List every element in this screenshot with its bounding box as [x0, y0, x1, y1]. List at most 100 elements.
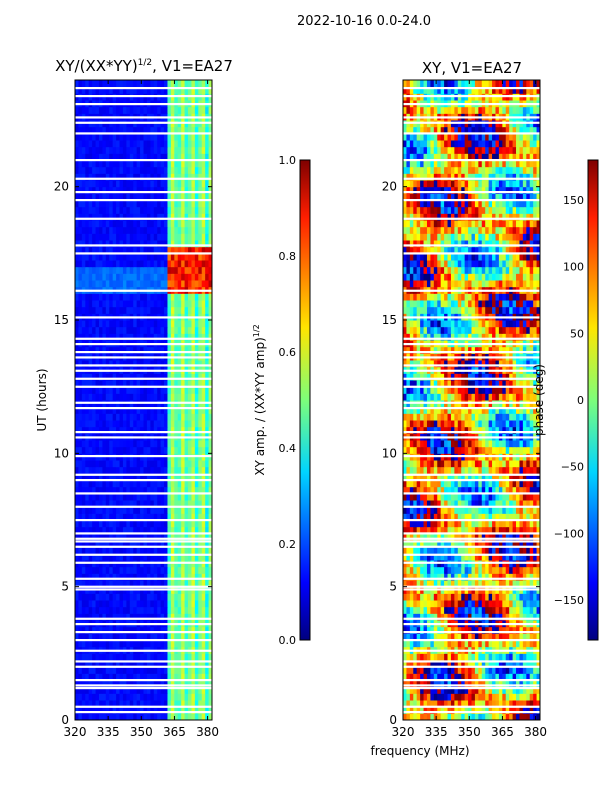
- amp-cell: [129, 626, 134, 634]
- amp-cell: [112, 606, 117, 614]
- amp-cell: [112, 166, 117, 174]
- amp-cell: [122, 220, 127, 228]
- amp-cell: [88, 533, 93, 541]
- amp-cell: [174, 86, 179, 94]
- phase-cell: [533, 686, 538, 694]
- amp-cell: [109, 153, 114, 161]
- amp-cell: [92, 713, 97, 721]
- amp-cell: [205, 506, 210, 514]
- amp-cell: [205, 546, 210, 554]
- amp-cell: [153, 686, 158, 694]
- phase-cell: [409, 660, 414, 668]
- amp-cell: [174, 233, 179, 241]
- amp-cell: [136, 193, 141, 201]
- data-gap: [75, 316, 212, 319]
- phase-cell: [495, 580, 500, 588]
- phase-cell: [406, 653, 411, 661]
- amp-cell: [88, 246, 93, 254]
- amp-cell: [170, 166, 175, 174]
- amp-cell: [153, 166, 158, 174]
- amp-cell: [129, 206, 134, 214]
- amp-cell: [167, 520, 172, 528]
- amp-cell: [181, 206, 186, 214]
- amp-cell: [75, 306, 79, 314]
- amp-cell: [116, 300, 121, 308]
- amp-cell: [105, 613, 110, 621]
- phase-cell: [498, 713, 503, 721]
- amp-cell: [140, 580, 144, 588]
- amp-cell: [133, 260, 138, 268]
- phase-cell: [512, 700, 517, 708]
- amp-cell: [174, 193, 179, 201]
- amp-cell: [102, 173, 107, 181]
- amp-cell: [133, 180, 138, 188]
- amp-cell: [174, 706, 179, 714]
- amp-cell: [153, 673, 158, 681]
- amp-cell: [167, 153, 172, 161]
- phase-cell: [498, 653, 503, 661]
- amp-cell: [122, 540, 127, 548]
- amp-cell: [191, 500, 196, 508]
- amp-cell: [129, 146, 134, 154]
- phase-cell: [533, 700, 538, 708]
- phase-cell: [512, 600, 517, 608]
- phase-cell: [433, 613, 438, 621]
- amp-cell: [119, 346, 124, 354]
- amp-cell: [112, 233, 117, 241]
- phase-cell: [522, 700, 527, 708]
- amp-cell: [201, 86, 206, 94]
- amp-cell: [205, 146, 210, 154]
- amp-cell: [181, 580, 186, 588]
- amp-cell: [98, 580, 103, 588]
- amp-cell: [92, 593, 97, 601]
- amp-cell: [205, 240, 210, 248]
- amp-cell: [119, 580, 124, 588]
- phase-cell: [437, 660, 442, 668]
- amp-cell: [75, 126, 79, 134]
- phase-cell: [492, 713, 496, 721]
- amp-cell: [140, 246, 144, 254]
- data-gap: [75, 343, 212, 346]
- phase-cell: [430, 686, 435, 694]
- phase-cell: [498, 613, 503, 621]
- amp-cell: [194, 380, 199, 388]
- amp-cell: [205, 660, 210, 668]
- amp-cell: [167, 606, 172, 614]
- amp-cell: [160, 573, 165, 581]
- amp-cell: [136, 86, 141, 94]
- amp-cell: [194, 260, 199, 268]
- phase-cell: [498, 693, 503, 701]
- amp-cell: [201, 493, 206, 501]
- phase-cell: [509, 680, 514, 688]
- phase-cell: [512, 640, 517, 648]
- amp-cell: [140, 420, 144, 428]
- amp-cell: [88, 273, 93, 281]
- amp-cell: [85, 573, 90, 581]
- amp-cell: [116, 693, 121, 701]
- amp-cell: [170, 140, 175, 148]
- phase-cell: [526, 680, 531, 688]
- amp-cell: [81, 326, 86, 334]
- amp-cell: [133, 420, 138, 428]
- amp-cell: [81, 166, 86, 174]
- amp-cell: [126, 213, 131, 221]
- amp-cell: [105, 486, 110, 494]
- amp-cell: [129, 266, 134, 274]
- amp-cell: [78, 360, 83, 368]
- amp-cell: [164, 300, 168, 308]
- amp-cell: [98, 500, 103, 508]
- phase-cell: [526, 593, 531, 601]
- phase-cell: [529, 626, 534, 634]
- phase-cell: [413, 600, 418, 608]
- amp-cell: [119, 333, 124, 341]
- amp-cell: [150, 180, 155, 188]
- amp-cell: [198, 206, 203, 214]
- phase-cell: [519, 700, 524, 708]
- phase-cell: [433, 673, 438, 681]
- amp-cell: [119, 493, 124, 501]
- amp-cell: [95, 633, 100, 641]
- amp-cell: [126, 426, 131, 434]
- amp-cell: [112, 380, 117, 388]
- amp-cell: [208, 373, 213, 381]
- amp-cell: [174, 213, 179, 221]
